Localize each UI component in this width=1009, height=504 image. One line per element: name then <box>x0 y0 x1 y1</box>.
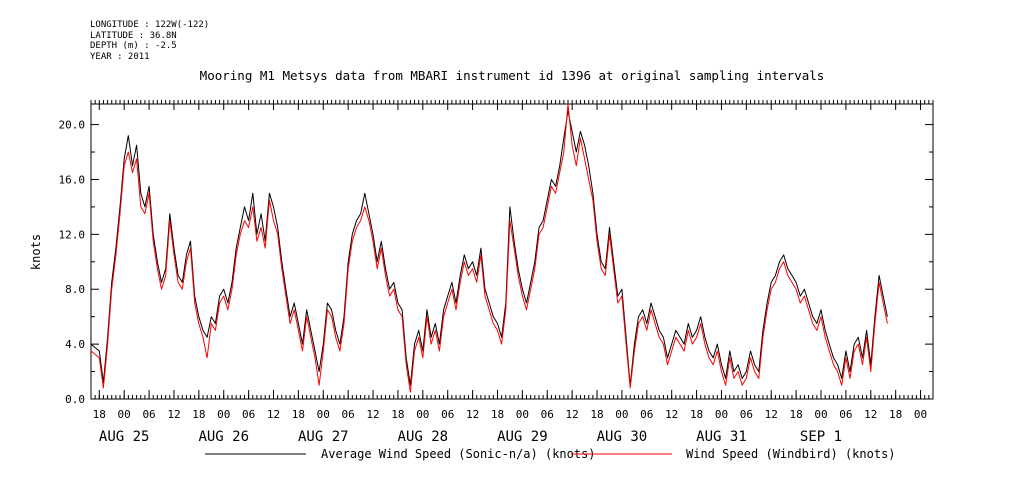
y-tick-label: 12.0 <box>59 228 86 241</box>
x-hour-label: 06 <box>441 408 454 421</box>
latitude-label: LATITUDE : 36.8N <box>90 30 177 41</box>
x-hour-label: 00 <box>416 408 429 421</box>
x-date-label: SEP 1 <box>800 429 842 445</box>
x-date-label: AUG 25 <box>99 429 150 445</box>
chart-title: Mooring M1 Metsys data from MBARI instru… <box>200 68 825 83</box>
x-hour-label: 18 <box>889 408 902 421</box>
x-hour-label: 06 <box>242 408 255 421</box>
axes-group: 0.0 4.0 8.0 12.0 16.0 20.0 18 00 06 12 18 00 06 12 18 0… <box>59 100 934 445</box>
plot-frame <box>90 103 934 400</box>
x-hour-label: 18 <box>491 408 504 421</box>
x-hour-label: 00 <box>516 408 529 421</box>
x-hour-label: 12 <box>267 408 280 421</box>
x-hour-label: 12 <box>765 408 778 421</box>
x-hour-label: 12 <box>566 408 579 421</box>
y-tick-label: 4.0 <box>65 338 85 351</box>
y-tick-label: 16.0 <box>59 173 86 186</box>
x-hour-label: 06 <box>342 408 355 421</box>
x-hour-label: 00 <box>317 408 330 421</box>
x-hour-label: 00 <box>814 408 827 421</box>
x-hour-label: 00 <box>914 408 927 421</box>
x-hour-label: 12 <box>466 408 479 421</box>
depth-label: DEPTH (m) : -2.5 <box>90 41 177 51</box>
year-label: YEAR : 2011 <box>90 51 150 62</box>
x-date-label: AUG 27 <box>298 429 349 445</box>
x-hour-label: 06 <box>640 408 653 421</box>
x-hour-label: 18 <box>93 408 106 421</box>
x-date-label: AUG 31 <box>696 429 747 445</box>
series-line-windbird <box>90 103 888 393</box>
x-hour-label: 06 <box>142 408 155 421</box>
x-hour-label: 06 <box>839 408 852 421</box>
longitude-label: LONGITUDE : 122W(-122) <box>90 20 210 30</box>
x-date-label: AUG 29 <box>497 429 548 445</box>
y-axis-label: knots <box>29 234 43 270</box>
x-hour-label: 06 <box>740 408 753 421</box>
x-hour-label: 00 <box>615 408 628 421</box>
legend: Average Wind Speed (Sonic-n/a) (knots) W… <box>205 447 896 461</box>
x-hour-label: 18 <box>590 408 603 421</box>
x-hour-label: 18 <box>789 408 802 421</box>
y-tick-label: 20.0 <box>59 119 86 132</box>
x-date-label: AUG 26 <box>198 429 249 445</box>
legend-label-windbird: Wind Speed (Windbird) (knots) <box>686 447 896 461</box>
x-hour-label: 12 <box>864 408 877 421</box>
x-date-label: AUG 30 <box>597 429 648 445</box>
metadata-block: LONGITUDE : 122W(-122) LATITUDE : 36.8N … <box>90 20 209 62</box>
y-tick-label: 0.0 <box>65 393 85 406</box>
legend-label-average-wind: Average Wind Speed (Sonic-n/a) (knots) <box>321 447 596 461</box>
x-hour-label: 18 <box>292 408 305 421</box>
x-hour-label: 18 <box>192 408 205 421</box>
x-date-label: AUG 28 <box>398 429 449 445</box>
x-hour-label: 00 <box>118 408 131 421</box>
x-hour-label: 18 <box>391 408 404 421</box>
x-hour-label: 12 <box>665 408 678 421</box>
x-hour-label: 12 <box>366 408 379 421</box>
y-tick-label: 8.0 <box>65 283 85 296</box>
x-hour-label: 00 <box>217 408 230 421</box>
x-hour-label: 12 <box>167 408 180 421</box>
x-hour-label: 18 <box>690 408 703 421</box>
series-line-average-wind <box>90 110 888 386</box>
x-hour-label: 00 <box>715 408 728 421</box>
x-hour-label: 06 <box>541 408 554 421</box>
series-group <box>90 103 888 393</box>
